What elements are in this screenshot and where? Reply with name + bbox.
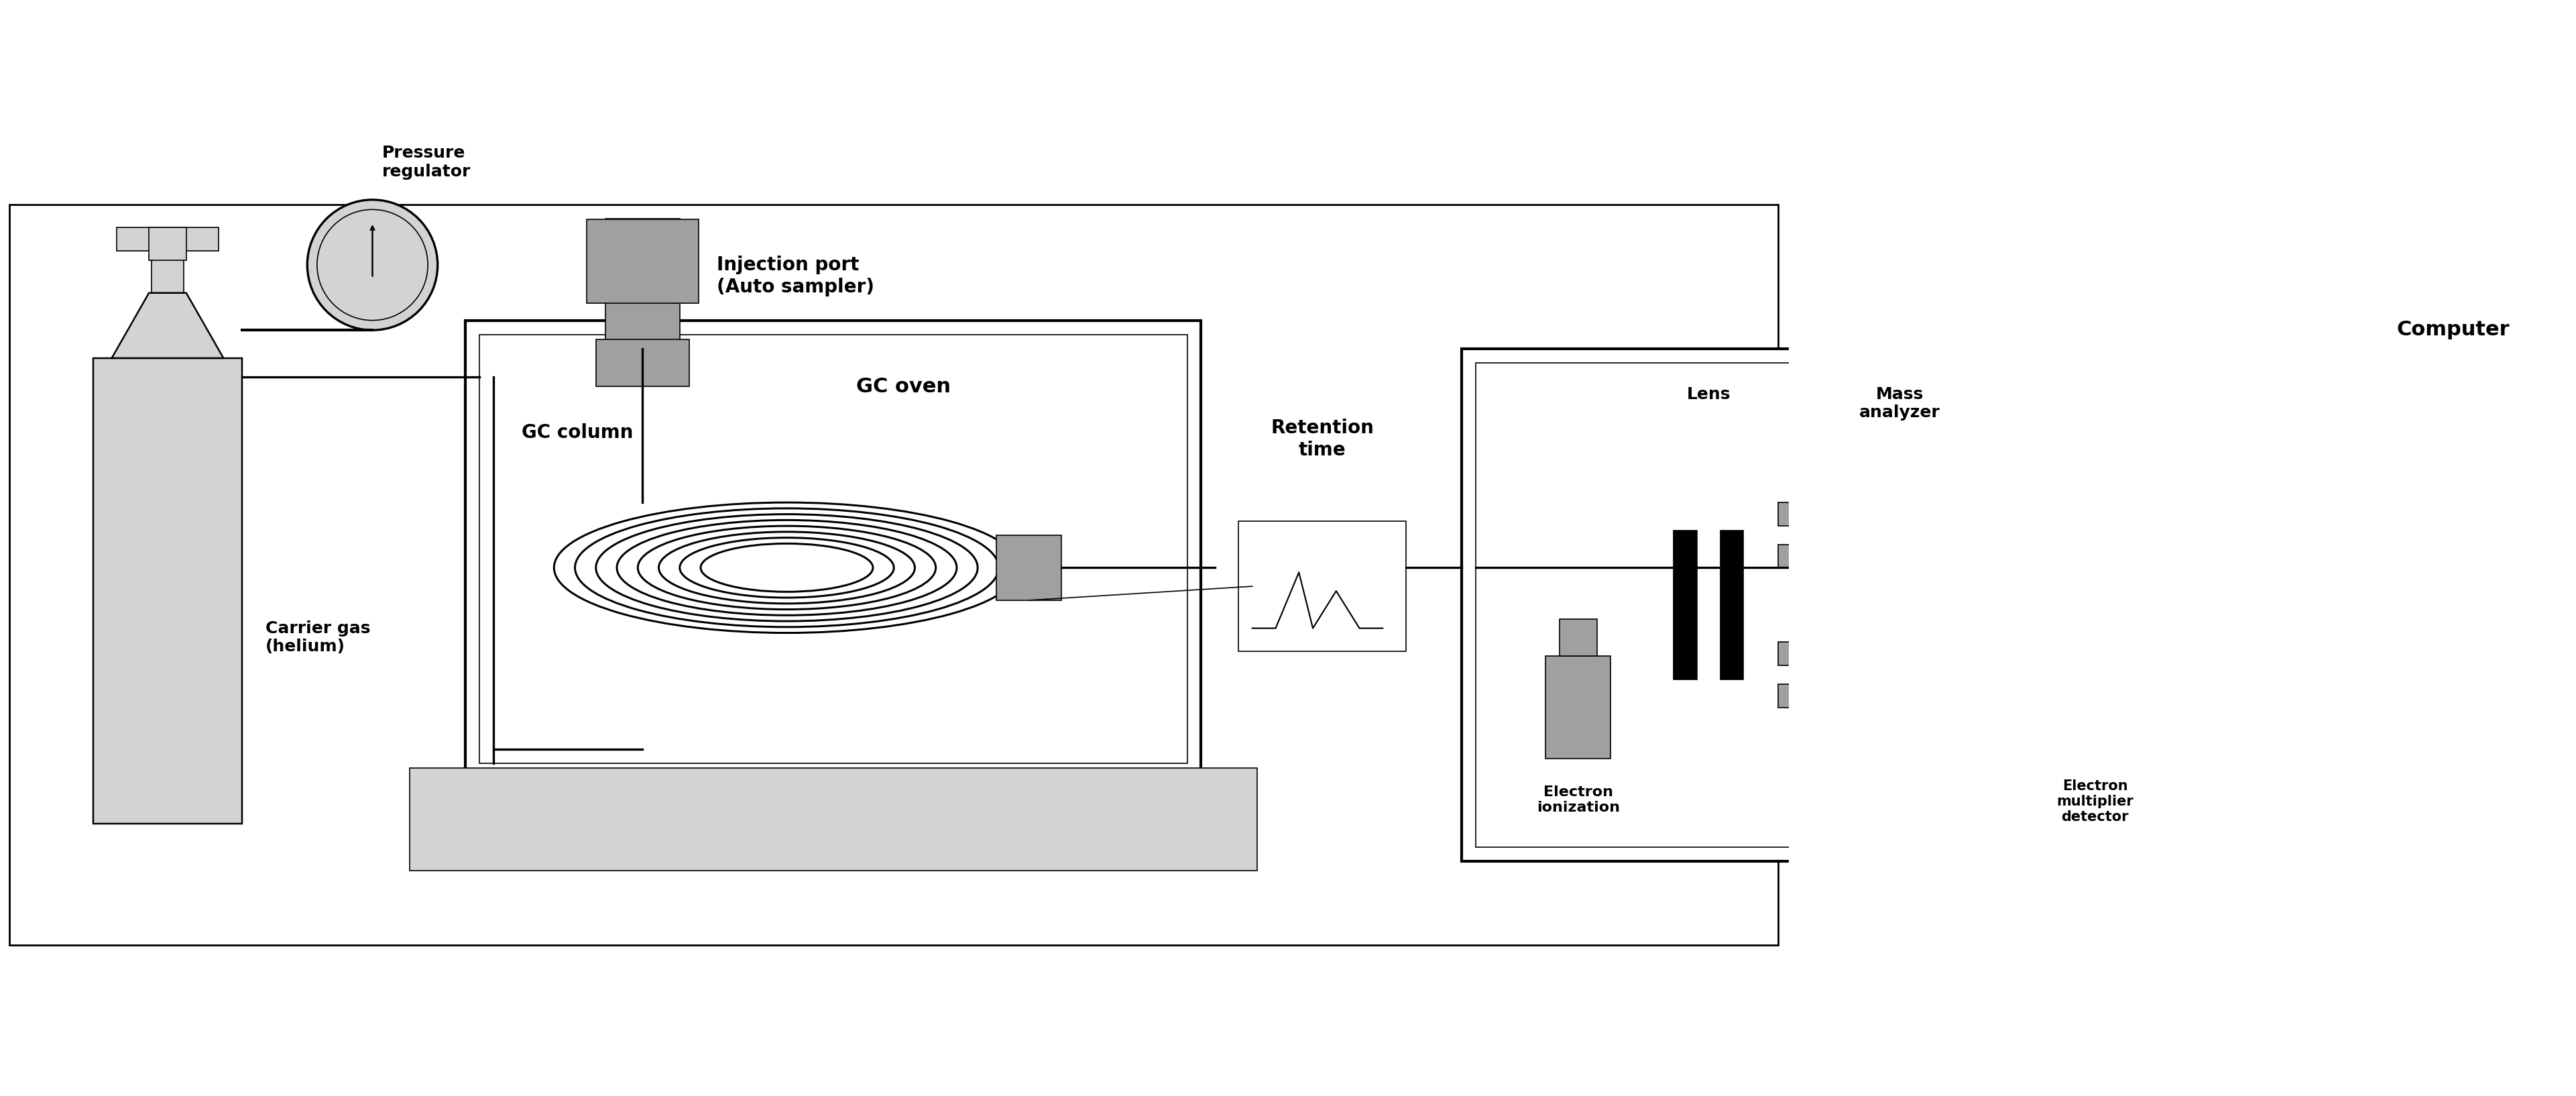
- Bar: [149, 228, 185, 260]
- Bar: [1777, 545, 2020, 568]
- Bar: [605, 218, 680, 349]
- Bar: [2313, 758, 2576, 806]
- Bar: [2398, 870, 2473, 893]
- Text: Lens: Lens: [1687, 386, 1731, 402]
- Text: Mass
analyzer: Mass analyzer: [1860, 386, 1940, 421]
- Bar: [587, 219, 698, 304]
- Bar: [152, 247, 183, 293]
- Text: Electron
ionization: Electron ionization: [1538, 786, 1620, 814]
- Text: GC column: GC column: [520, 423, 634, 442]
- Bar: [2277, 396, 2576, 721]
- Bar: [1721, 530, 1744, 680]
- Text: Computer: Computer: [2396, 320, 2509, 340]
- Bar: [1777, 684, 2020, 707]
- Bar: [410, 768, 1257, 870]
- Bar: [1777, 642, 2020, 665]
- Bar: [2342, 586, 2388, 688]
- Bar: [1777, 502, 2020, 526]
- Text: Pressure
regulator: Pressure regulator: [381, 145, 471, 180]
- Bar: [2427, 703, 2481, 768]
- Bar: [93, 358, 242, 824]
- Bar: [1674, 530, 1698, 680]
- Text: Injection port
(Auto sampler): Injection port (Auto sampler): [716, 255, 873, 296]
- Bar: [595, 340, 688, 386]
- Bar: [1239, 521, 1406, 651]
- Circle shape: [307, 199, 438, 330]
- Bar: [2043, 535, 2146, 712]
- Bar: [1558, 619, 1597, 657]
- Bar: [997, 535, 1061, 601]
- Circle shape: [317, 209, 428, 320]
- Bar: [1476, 363, 2169, 847]
- Bar: [2427, 512, 2473, 688]
- Bar: [466, 321, 1200, 777]
- Text: Retention
time: Retention time: [1270, 419, 1373, 459]
- Bar: [116, 228, 219, 251]
- Bar: [2481, 870, 2555, 893]
- Bar: [1546, 657, 1610, 758]
- Text: Carrier gas
(helium): Carrier gas (helium): [265, 620, 371, 655]
- Bar: [479, 334, 1188, 763]
- Bar: [1461, 349, 2184, 861]
- Bar: [2306, 427, 2576, 698]
- Polygon shape: [111, 293, 224, 358]
- Text: Electron
multiplier
detector: Electron multiplier detector: [2056, 779, 2133, 824]
- Text: GC oven: GC oven: [855, 377, 951, 396]
- Bar: [2509, 549, 2555, 688]
- Bar: [2313, 870, 2388, 893]
- Bar: [2277, 833, 2576, 907]
